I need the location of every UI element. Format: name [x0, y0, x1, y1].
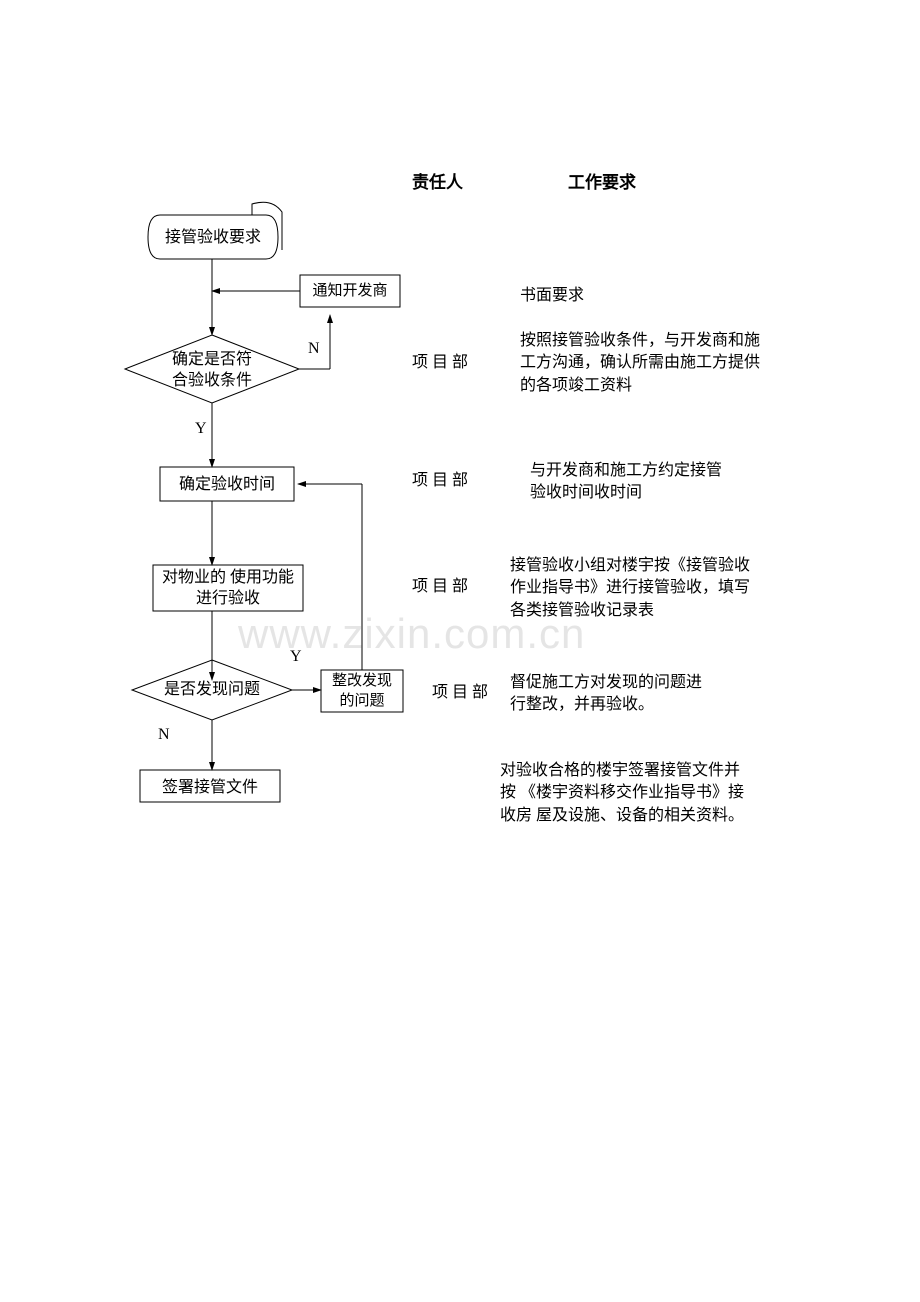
req-1: 按照接管验收条件，与开发商和施 工方沟通，确认所需由施工方提供 的各项竣工资料 — [520, 330, 760, 397]
edge-label-n2: N — [158, 726, 170, 744]
label-time: 确定验收时间 — [164, 475, 290, 496]
edge-label-n1: N — [308, 340, 320, 358]
watermark: www.zixin.com.cn — [238, 610, 585, 658]
edge-label-y1: Y — [195, 420, 207, 438]
label-inspect: 对物业的 使用功能进行验收 — [156, 568, 300, 610]
req-2: 与开发商和施工方约定接管 验收时间收时间 — [530, 460, 722, 505]
label-notify: 通知开发商 — [302, 282, 398, 302]
resp-0: 项目部 — [412, 352, 472, 374]
label-decision2: 是否发现问题 — [156, 680, 268, 701]
req-0: 书面要求 — [520, 285, 584, 307]
req-5: 对验收合格的楼宇签署接管文件并 按 《楼宇资料移交作业指导书》接 收房 屋及设施… — [500, 760, 744, 827]
req-4: 督促施工方对发现的问题进 行整改，并再验收。 — [510, 672, 702, 717]
label-start: 接管验收要求 — [158, 228, 268, 249]
label-decision1: 确定是否符 合验收条件 — [165, 350, 259, 392]
label-sign: 签署接管文件 — [144, 778, 276, 799]
header-responsible: 责任人 — [412, 168, 463, 193]
resp-3: 项目部 — [432, 682, 492, 704]
label-rectify: 整改发现 的问题 — [323, 672, 401, 711]
resp-1: 项目部 — [412, 470, 472, 492]
header-requirements: 工作要求 — [568, 168, 636, 193]
resp-2: 项目部 — [412, 576, 472, 598]
